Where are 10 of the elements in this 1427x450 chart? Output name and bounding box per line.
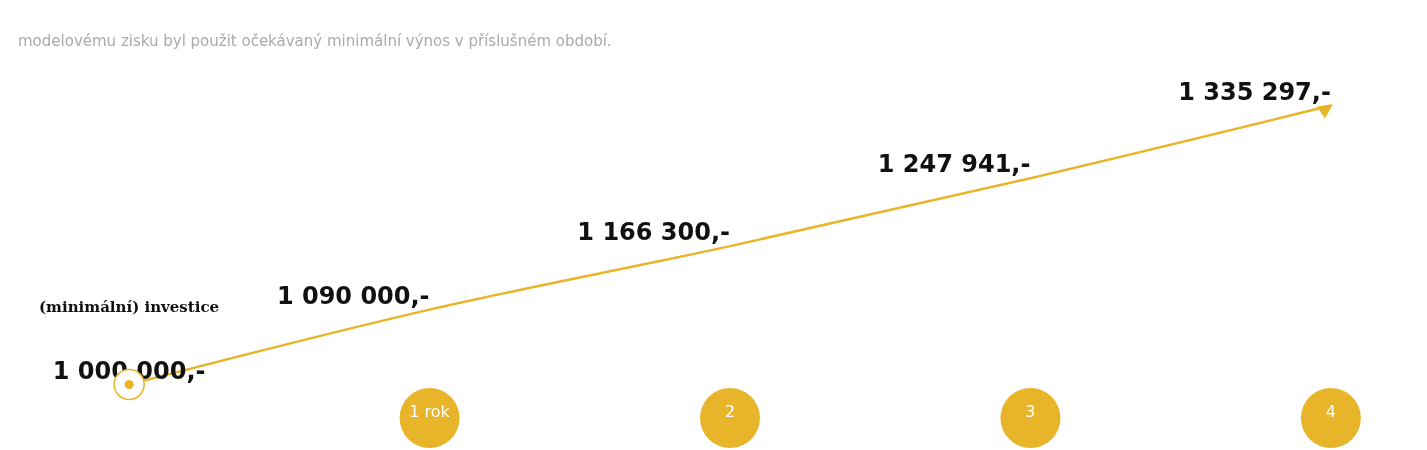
text: modelovému zisku byl použit očekávaný minimální výnos v příslušném období. xyxy=(18,32,612,50)
x-tick-label: 1 rok xyxy=(409,402,451,421)
x-tick-label: 3 xyxy=(1025,402,1036,421)
data-label: 1 090 000,- xyxy=(276,281,430,310)
data-label: 1 247 941,- xyxy=(877,150,1031,179)
x-tick-label: 4 xyxy=(1325,402,1336,421)
data-label: 1 166 300,- xyxy=(577,218,731,247)
x-tick-label: 2 xyxy=(724,402,736,421)
annotation: (minimální) investice xyxy=(39,298,220,316)
data-label: 1 335 297,- xyxy=(1178,77,1331,106)
